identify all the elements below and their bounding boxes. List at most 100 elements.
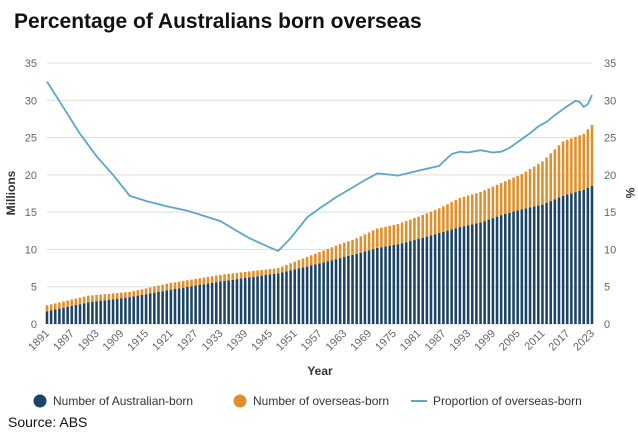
bar-australian-born (326, 261, 330, 324)
bar-overseas-born (115, 293, 119, 299)
bar-overseas-born (545, 157, 548, 203)
bar-australian-born (252, 276, 255, 324)
bar-australian-born (495, 216, 499, 324)
bar-overseas-born (165, 283, 169, 291)
bar-overseas-born (384, 226, 387, 247)
bar-australian-born (376, 247, 379, 324)
bar-australian-born (53, 309, 57, 324)
bar-australian-born (590, 186, 594, 324)
bar-australian-born (186, 286, 189, 324)
y2-axis-ticks: 0 5 10 15 20 25 30 35 (604, 58, 616, 331)
y2-tick-label: 35 (604, 58, 616, 70)
bar-australian-born (537, 205, 540, 324)
bar-overseas-born (173, 282, 177, 290)
bar-australian-born (239, 278, 243, 324)
bar-australian-born (491, 218, 495, 324)
bar-overseas-born (177, 281, 181, 289)
bar-australian-born (45, 311, 49, 324)
bar-australian-born (309, 265, 313, 324)
bar-overseas-born (516, 175, 519, 211)
bar-overseas-born (396, 224, 400, 245)
x-tick-label: 2011 (522, 328, 547, 353)
x-tick-label: 1951 (274, 328, 300, 354)
bar-overseas-born (231, 273, 235, 280)
bar-australian-born (545, 202, 548, 324)
bar-overseas-born (268, 269, 272, 275)
bar-overseas-born (334, 245, 338, 260)
bar-overseas-born (574, 136, 577, 193)
bar-overseas-born (206, 276, 210, 284)
bar-australian-born (351, 254, 354, 324)
bar-overseas-born (342, 242, 346, 258)
chart-title: Percentage of Australians born overseas (14, 10, 422, 33)
y2-tick-label: 10 (604, 244, 616, 256)
bar-overseas-born (120, 292, 123, 299)
bar-australian-born (74, 305, 78, 324)
bar-overseas-born (380, 227, 383, 248)
bar-australian-born (409, 241, 412, 324)
legend-proportion-overseas-born: Proportion of overseas-born (411, 394, 582, 408)
bar-overseas-born (301, 258, 305, 268)
bar-overseas-born (499, 183, 503, 216)
bar-overseas-born (148, 287, 152, 294)
bar-australian-born (49, 310, 53, 324)
bar-australian-born (202, 284, 206, 324)
bar-overseas-born (124, 292, 127, 298)
bar-overseas-born (157, 285, 160, 292)
bar-australian-born (227, 280, 230, 324)
bar-australian-born (404, 242, 408, 324)
legend-label: Number of overseas-born (253, 394, 389, 408)
bar-overseas-born (495, 184, 499, 217)
bar-overseas-born (70, 299, 74, 306)
bar-australian-born (289, 270, 292, 324)
bar-overseas-born (136, 290, 140, 296)
bar-australian-born (264, 275, 268, 324)
bar-overseas-born (95, 294, 98, 302)
x-tick-label: 1891 (26, 328, 52, 354)
bar-australian-born (272, 273, 276, 324)
bar-australian-born (198, 284, 202, 324)
bar-australian-born (549, 201, 552, 324)
bar-australian-born (437, 233, 441, 324)
bar-australian-born (578, 190, 581, 324)
bar-overseas-born (252, 270, 255, 277)
bar-overseas-born (417, 216, 420, 239)
bar-australian-born (161, 291, 164, 324)
bar-overseas-born (169, 282, 173, 290)
bar-australian-born (103, 300, 107, 324)
bar-overseas-born (53, 303, 57, 310)
bar-overseas-born (512, 177, 515, 212)
bar-australian-born (293, 269, 297, 324)
bar-overseas-born (450, 202, 453, 230)
bar-australian-born (215, 282, 218, 324)
bar-australian-born (181, 287, 185, 324)
line-proportion-overseas-born (46, 81, 593, 252)
bar-australian-born (318, 263, 321, 324)
bar-australian-born (78, 304, 82, 324)
bar-overseas-born (293, 261, 297, 270)
bar-australian-born (553, 199, 557, 324)
bar-overseas-born (549, 153, 552, 202)
bar-overseas-born (314, 253, 317, 265)
bar-overseas-born (483, 190, 486, 222)
bar-australian-born (148, 293, 152, 324)
bar-overseas-born (347, 241, 350, 256)
bar-overseas-born (487, 188, 491, 220)
x-tick-label: 1963 (324, 328, 350, 354)
bar-australian-born (153, 292, 156, 324)
bar-australian-born (322, 262, 325, 324)
bar-australian-born (388, 245, 391, 324)
bar-australian-born (429, 235, 433, 324)
x-tick-label: 2017 (547, 328, 573, 354)
y2-tick-label: 5 (604, 282, 610, 294)
bar-overseas-born (194, 278, 197, 286)
bar-overseas-born (309, 255, 313, 266)
bar-overseas-born (413, 218, 416, 241)
bar-overseas-born (570, 138, 573, 194)
bar-overseas-born (475, 193, 478, 224)
bar-australian-born (87, 302, 90, 324)
bar-overseas-born (235, 272, 239, 280)
bar-overseas-born (74, 298, 78, 306)
bar-australian-born (115, 298, 119, 324)
